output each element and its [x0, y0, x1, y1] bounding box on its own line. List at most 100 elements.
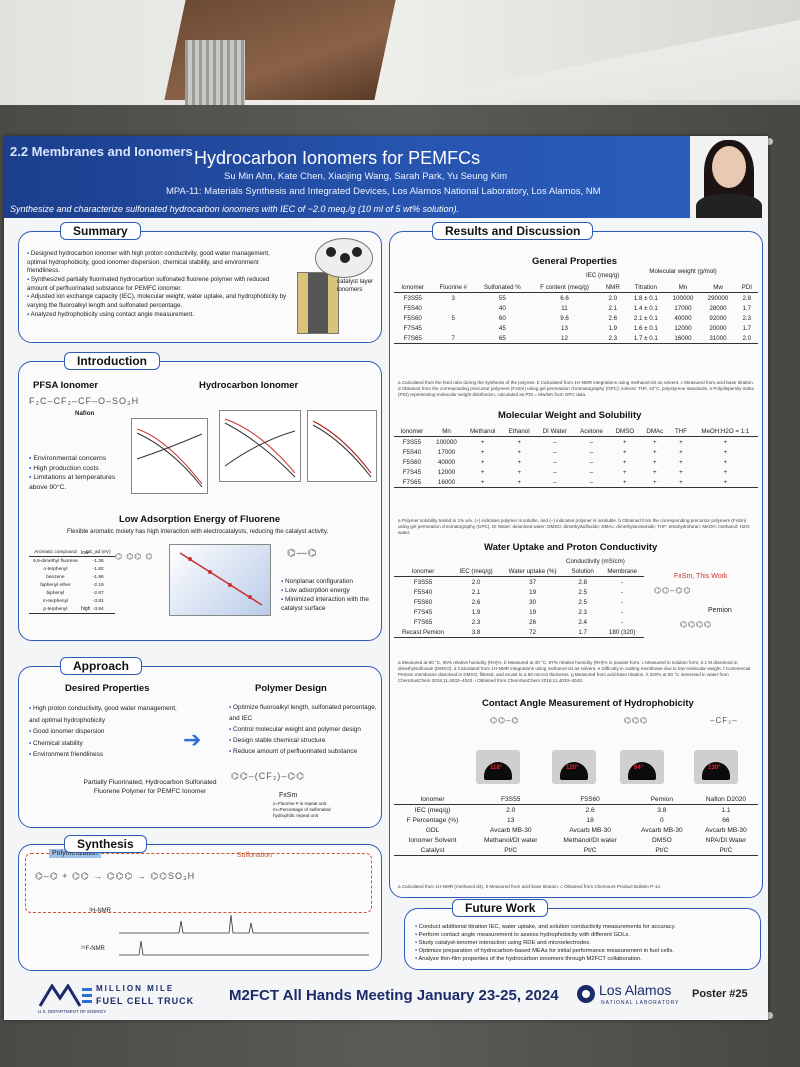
fxsm-structure: ⌬⌬–(CF₂)–⌬⌬: [231, 771, 305, 781]
table-row: F5S40 17000 + + – – + + + +: [402, 448, 728, 456]
fuel-cell-diagram: [297, 272, 339, 334]
future-bullet: Analyze thin-film properties of the hydr…: [415, 955, 755, 963]
synthesis-title: Synthesis: [64, 835, 147, 853]
polarization-plot-3: [307, 410, 377, 482]
ca-header: Nafion D2020: [693, 794, 758, 805]
synthesis-scheme: [25, 853, 372, 913]
ca-header: Pemion: [629, 794, 694, 805]
water-uptake-title: Water Uptake and Proton Conductivity: [484, 542, 658, 553]
mw-header: THF: [669, 426, 693, 437]
table-row: F Percentage (%) 13 18 0 66: [406, 816, 730, 824]
pfsa-bullet: High production costs: [29, 464, 129, 474]
gp-header: Mn: [665, 282, 701, 293]
table-row: F7S65 7 65 12 2.3 1.7 ± 0.1 16000 31000 2.0: [394, 333, 758, 344]
future-bullet: Optimize preparation of hydrocarbon-base…: [415, 947, 755, 955]
pemion-ca-structure: ⌬⌬⌬: [624, 716, 648, 725]
lae-bullet: Minimized interaction with the catalyst …: [281, 596, 377, 614]
conductivity-group-header: Conductivity (mS/cm): [566, 558, 625, 565]
table-row: F7S65 2.3 26 2.4-: [413, 618, 624, 626]
table-row: Ionomer Solvent Methanol/DI water Methanol…: [408, 836, 747, 844]
ca-header: F3S55: [471, 794, 551, 805]
push-pin: [766, 1012, 773, 1019]
future-work-title: Future Work: [452, 899, 549, 917]
f3s55-structure: ⌬⌬–⌬: [490, 716, 520, 725]
authors: Su Min Ahn, Kate Chen, Xiaojing Wang, Sa…: [224, 171, 508, 182]
wu-header: Membrane: [600, 566, 644, 577]
table-row: m-terphenyl -3.81: [42, 598, 104, 604]
polarization-plot-2: [219, 410, 301, 482]
approach-box: Desired Properties High proton conductiv…: [18, 666, 382, 828]
catalyst-label: catalyst layer ionomers: [337, 278, 374, 294]
wu-header: IEC (meq/g): [452, 566, 501, 577]
pfsa-bullet: Limitations at temperatures above 90°C.: [29, 473, 129, 492]
push-pin: [766, 138, 773, 145]
table-row: F3S55 100000 + + – – + + + +: [402, 438, 728, 446]
table-row: biphenyl ether -2.19: [40, 582, 104, 588]
lanl-name: Los Alamos: [599, 982, 672, 998]
wu-header: Water uptake (%): [500, 566, 566, 577]
fxsm-work-label: FxSm, This Work: [674, 573, 728, 580]
pfsa-title: PFSA Ionomer: [33, 380, 99, 391]
results-box: General Properties IEC (meq/g) Molecular…: [389, 231, 763, 898]
future-bullet: Study catalyst-ionomer interaction using…: [415, 939, 755, 947]
approach-title: Approach: [60, 657, 143, 675]
droplet-image: 130°: [694, 750, 738, 784]
poster: 2.2 Membranes and Ionomers Hydrocarbon I…: [4, 136, 768, 1020]
droplet-image: 94°: [620, 750, 664, 784]
polymerization-label: Polymerization: [49, 849, 101, 859]
design-item: Optimize fluoroalkyl length, sulfonated …: [229, 703, 379, 725]
summary-bullets: Designed hydrocarbon ionomer with high p…: [27, 250, 289, 319]
table-row: Catalyst Pt/C Pt/C Pt/C Pt/C: [394, 845, 758, 856]
table-row: GDL Avcarb MB-30 Avcarb MB-30 Avcarb MB-30 A…: [425, 826, 747, 834]
desired-item: Chemical stability: [29, 738, 179, 750]
fxsm-work-structure: ⌬⌬–⌬⌬: [654, 586, 692, 595]
table-row: F3S55 2.0 37 2.8-: [413, 578, 624, 586]
table-row: F5S40 40 11 2.1 1.4 ± 0.1 17000 28000 1.7: [403, 304, 752, 312]
aromatic-structures: ⌬ ⌬⌬ ⌬: [115, 552, 154, 561]
nmr-spectra: [119, 914, 369, 956]
hnmr-label: ¹H-NMR: [89, 908, 111, 914]
design-item: Reduce amount of perfluorinated substanc…: [229, 747, 379, 758]
doe-label: U.S. DEPARTMENT OF ENERGY: [38, 1009, 107, 1014]
mw-header: MeOH:H2O = 1:1: [692, 426, 758, 437]
mw-solubility-table: Ionomer Mn Methanol Ethanol DI Water Ace…: [394, 426, 758, 488]
table-row: F5S60 5 60 9.6 2.6 2.1 ± 0.1 40000 92000 2.3: [403, 314, 752, 322]
table-row: F5S40 2.1 19 2.5-: [413, 588, 624, 596]
gp-header: Ionomer: [394, 282, 432, 293]
author-photo: [690, 136, 768, 218]
table-row: biphenyl -2.87: [46, 590, 104, 596]
polymer-design-list: Optimize fluoroalkyl length, sulfonated …: [229, 703, 379, 757]
summary-bullet: Synthesized partially fluorinated hydroc…: [27, 276, 289, 293]
table-row: F7S65 16000 + + – – + + + +: [394, 477, 758, 488]
pemion-structure: ⌬⌬⌬⌬: [680, 620, 712, 629]
table-row: F7S45 12000 + + – – + + + +: [402, 468, 728, 476]
approach-caption: Partially Fluorinated, Hydrocarbon Sulfo…: [83, 779, 217, 795]
future-bullet: Perform contact angle measurement to ass…: [415, 931, 755, 939]
polarization-plot-1: [131, 418, 208, 494]
desired-properties-title: Desired Properties: [65, 683, 150, 694]
gp-header: Titration: [626, 282, 666, 293]
ca-header: Ionomer: [394, 794, 472, 805]
droplet-image: 118°: [476, 750, 520, 784]
mw-header: DMSO: [609, 426, 641, 437]
m2fct-line1: MILLION MILE: [96, 984, 175, 993]
lae-bullet: Low adsorption energy: [281, 587, 377, 596]
contact-angle-table: Ionomer F3S55 F5S60 Pemion Nafion D2020 …: [394, 794, 758, 856]
lae-bullet: Nonplanar configuration: [281, 578, 377, 587]
gp-header: PDI: [735, 282, 758, 293]
table-row: F5S60 2.6 30 2.5-: [413, 598, 624, 606]
future-work-list: Conduct additional titration IEC, water …: [415, 923, 755, 964]
mw-group-header: Molecular weight (g/mol): [649, 268, 717, 275]
high-label: high: [81, 606, 91, 612]
wu-footnote: a Measured at 80 °C, 95% relative humidi…: [398, 660, 751, 683]
gp-header: Fluorine #: [431, 282, 475, 293]
mw-header: Ethanol: [502, 426, 537, 437]
desired-item: Environment friendliness: [29, 749, 179, 761]
poster-footer: MILLION MILE FUEL CELL TRUCK U.S. DEPART…: [4, 976, 768, 1020]
table-row: 9,9-dimethyl fluorene -1.36: [33, 558, 104, 564]
table-row: o-terphenyl -1.82: [43, 566, 104, 572]
nafion-structure: –CF₂–: [710, 716, 738, 725]
mw-header: Ionomer: [394, 426, 430, 437]
pemion-label: Pemion: [708, 607, 732, 614]
adsorption-table: Aromatic compound ΔE_ad (eV) 9,9-dimethyl…: [29, 548, 115, 614]
